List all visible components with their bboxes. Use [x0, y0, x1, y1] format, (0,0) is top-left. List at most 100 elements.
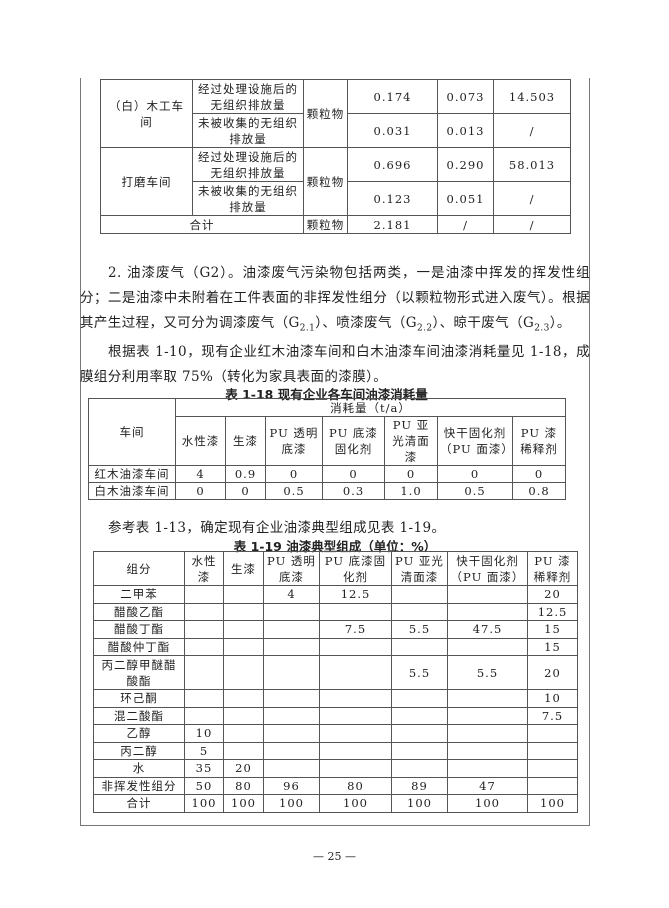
table-cell: 0.013 [437, 113, 494, 148]
table-row: 合计 颗粒物 2.181// [100, 215, 571, 234]
table-cell: / [493, 215, 571, 234]
table-cell: 100 [184, 794, 224, 813]
table-cell: 58.013 [493, 147, 571, 182]
table-cell: 12.5 [527, 602, 578, 621]
table-cell: 89 [391, 776, 448, 795]
table-cell: 10 [527, 689, 578, 708]
table-cell: 颗粒物 [303, 215, 348, 234]
table-row: 醋酸仲丁酯 15 [93, 637, 578, 656]
table-cell: 100 [391, 794, 448, 813]
table-cell: 消耗量（t/a） [175, 398, 566, 417]
table-cell: 颗粒物 [303, 147, 348, 216]
table-row: 白木油漆车间 0 0 0.5 0.3 1.0 0.5 0.8 [88, 482, 566, 500]
table-cell: 20 [527, 655, 578, 690]
table-cell: 0.3 [322, 482, 385, 500]
table-cell: 1.0 [384, 482, 438, 500]
table-cell: 100 [447, 794, 528, 813]
table-cell [223, 602, 264, 621]
page-frame [80, 78, 590, 826]
table-cell: 丙二醇甲醚醋酸酯 [93, 655, 185, 690]
table-cell [391, 759, 448, 778]
table-row: 未被收集的无组织排放量 0.031 0.013/ [101, 113, 571, 148]
table-cell [447, 741, 528, 760]
table-row: 醋酸丁酯 7.5 5.5 47.5 15 [93, 620, 578, 639]
paragraph-paint-exhaust: 2. 油漆废气（G2）。油漆废气污染物包括两类，一是油漆中挥发的挥发性组分；二是… [80, 265, 590, 334]
table-cell: 合计 [93, 794, 185, 813]
table-cell [391, 706, 448, 725]
table-row: 丙二醇甲醚醋酸酯 5.5 5.5 20 [93, 655, 578, 690]
table-cell [447, 585, 528, 604]
table-cell [319, 602, 392, 621]
table-cell: 水性漆 [184, 551, 224, 586]
table-cell: 混二酸酯 [93, 706, 185, 725]
table-cell: 0 [384, 465, 438, 483]
table-cell: 乙醇 [93, 724, 185, 743]
table-cell [184, 655, 224, 690]
table-cell: 15 [527, 620, 578, 639]
table-cell [319, 724, 392, 743]
table-cell [527, 776, 578, 795]
table-cell: 0.123 [347, 181, 438, 216]
table-row: 二甲苯 4 12.5 20 [93, 585, 578, 604]
table-1-18: 车间 消耗量（t/a） 水性漆 生漆 PU 透明底漆 PU 底漆固化剂 PU 亚光清面漆 快干… [88, 398, 566, 500]
table-cell [447, 759, 528, 778]
table-cell [223, 706, 264, 725]
page-number: — 25 — [313, 850, 356, 863]
table-cell: 0.073 [437, 79, 494, 114]
table-cell: 20 [527, 585, 578, 604]
table-cell: 环己酮 [93, 689, 185, 708]
table-cell: 0.5 [265, 482, 323, 500]
table-cell: PU 透明底漆 [263, 551, 320, 586]
table-cell: 0 [175, 482, 226, 500]
table-cell [319, 706, 392, 725]
table-cell [527, 759, 578, 778]
table-cell: 水 [93, 759, 185, 778]
table-cell [223, 689, 264, 708]
table-cell: 47.5 [447, 620, 528, 639]
table-cell [391, 689, 448, 708]
table-cell: PU 亚光清面漆 [391, 551, 448, 586]
table-cell: 快干固化剂（PU 面漆） [437, 416, 513, 466]
table-1-17-continued: （白）木工车间 经过处理设施后的无组织排放量 颗粒物 0.174 0.073 14.503… [100, 79, 571, 234]
table-cell: 5.5 [391, 620, 448, 639]
table-cell: 0 [437, 465, 513, 483]
table-cell [391, 637, 448, 656]
table-cell [184, 585, 224, 604]
table-cell [391, 741, 448, 760]
table-cell: 水性漆 [175, 416, 226, 466]
table-cell: 80 [319, 776, 392, 795]
table-cell: 100 [263, 794, 320, 813]
table-cell: 7.5 [319, 620, 392, 639]
table-cell: 醋酸丁酯 [93, 620, 185, 639]
table-cell: 醋酸乙酯 [93, 602, 185, 621]
table-cell: 0 [265, 465, 323, 483]
table-row: 环己酮 10 [93, 689, 578, 708]
table-cell: 100 [319, 794, 392, 813]
table-cell: 10 [184, 724, 224, 743]
table-cell [263, 689, 320, 708]
table-row: 红木油漆车间 4 0.9 0 0 0 0 0 [88, 465, 566, 483]
table-cell [447, 602, 528, 621]
table-cell: 14.503 [493, 79, 571, 114]
table-cell [319, 689, 392, 708]
table-cell: 未被收集的无组织排放量 [192, 181, 304, 216]
table-cell [527, 741, 578, 760]
table-cell: 0 [322, 465, 385, 483]
table-cell: 非挥发性组分 [93, 776, 185, 795]
table-row: 非挥发性组分 50 80 96 80 89 47 [93, 776, 578, 795]
table-cell: 快干固化剂（PU 面漆） [447, 551, 528, 586]
table-cell: 合计 [100, 215, 304, 234]
table-cell [319, 655, 392, 690]
table-cell: 5 [184, 741, 224, 760]
table-cell [223, 655, 264, 690]
table-cell [263, 706, 320, 725]
table-cell: PU 底漆固化剂 [319, 551, 392, 586]
table-cell: 0.290 [437, 147, 494, 182]
table-cell [263, 724, 320, 743]
table-row: （白）木工车间 经过处理设施后的无组织排放量 颗粒物 0.174 0.073 14.503 [100, 79, 571, 148]
table-row: 醋酸乙酯 12.5 [93, 602, 578, 621]
table-cell [184, 689, 224, 708]
table-cell: 车间 [88, 398, 176, 466]
table-cell: 白木油漆车间 [88, 482, 176, 500]
table-cell [319, 759, 392, 778]
